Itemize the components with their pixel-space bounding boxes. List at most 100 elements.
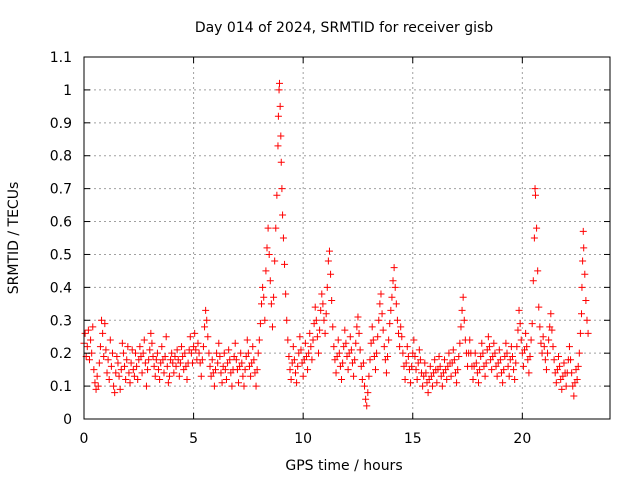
data-point (458, 306, 466, 314)
data-point (256, 320, 264, 328)
data-point (263, 244, 271, 252)
data-point (401, 376, 409, 384)
data-point (171, 352, 179, 360)
data-point (436, 362, 444, 370)
data-point (395, 329, 403, 337)
data-point (215, 339, 223, 347)
data-point (317, 306, 325, 314)
data-point (155, 366, 163, 374)
data-point (573, 376, 581, 384)
data-point (459, 293, 467, 301)
data-point (93, 372, 101, 380)
data-point (259, 283, 267, 291)
x-tick-label: 20 (513, 431, 531, 447)
data-point (347, 346, 355, 354)
data-point (150, 362, 158, 370)
data-point (250, 356, 258, 364)
data-point (96, 343, 104, 351)
data-point (178, 343, 186, 351)
data-point (107, 362, 115, 370)
data-point (274, 112, 282, 120)
data-point (191, 329, 199, 337)
data-point (311, 303, 319, 311)
data-point (313, 333, 321, 341)
data-point (253, 366, 261, 374)
x-tick-label: 0 (80, 431, 89, 447)
x-axis-ticks: 0 5 10 15 20 (80, 57, 531, 447)
data-point (110, 382, 118, 390)
data-point (495, 346, 503, 354)
data-point (335, 349, 343, 357)
data-point (502, 339, 510, 347)
data-point (523, 343, 531, 351)
data-point (583, 316, 591, 324)
data-point (315, 349, 323, 357)
data-point (115, 372, 123, 380)
y-tick-label: 0 (63, 412, 72, 428)
data-point (111, 389, 119, 397)
data-point (457, 323, 465, 331)
data-point (309, 336, 317, 344)
data-point (450, 356, 458, 364)
data-point (278, 185, 286, 193)
data-point (181, 349, 189, 357)
data-point (136, 343, 144, 351)
data-point (152, 356, 160, 364)
data-point (163, 362, 171, 370)
data-point (403, 343, 411, 351)
x-tick-label: 10 (294, 431, 312, 447)
data-point (544, 349, 552, 357)
y-tick-label: 0.5 (50, 247, 72, 263)
data-point (354, 313, 362, 321)
data-point (415, 346, 423, 354)
data-point (424, 389, 432, 397)
data-point (188, 359, 196, 367)
data-point (490, 339, 498, 347)
data-point (220, 349, 228, 357)
data-point (160, 369, 168, 377)
data-point (270, 293, 278, 301)
data-point (255, 336, 263, 344)
data-point (408, 362, 416, 370)
data-point (214, 359, 222, 367)
data-point (208, 356, 216, 364)
data-point (580, 244, 588, 252)
data-point (341, 326, 349, 334)
data-point (175, 372, 183, 380)
data-point (346, 333, 354, 341)
data-point (133, 362, 141, 370)
data-point (307, 343, 315, 351)
data-point (482, 359, 490, 367)
y-tick-label: 0.8 (50, 149, 72, 165)
data-point (453, 379, 461, 387)
data-point (202, 306, 210, 314)
data-point (90, 366, 98, 374)
data-point (147, 329, 155, 337)
data-point (116, 385, 124, 393)
data-point (584, 329, 592, 337)
data-point (505, 372, 513, 380)
data-point (519, 362, 527, 370)
data-point (293, 379, 301, 387)
data-point (531, 185, 539, 193)
data-point (105, 376, 113, 384)
data-point (290, 356, 298, 364)
data-point (201, 323, 209, 331)
data-point (529, 277, 537, 285)
chart-title: Day 014 of 2024, SRMTID for receiver gis… (195, 20, 493, 36)
data-point (441, 356, 449, 364)
data-point (244, 349, 252, 357)
data-point (531, 191, 539, 199)
data-point (83, 343, 91, 351)
data-point (228, 382, 236, 390)
y-tick-label: 0.9 (50, 116, 72, 132)
data-point (238, 359, 246, 367)
data-point (391, 283, 399, 291)
data-point (322, 310, 330, 318)
data-point (281, 260, 289, 268)
x-tick-label: 5 (189, 431, 198, 447)
data-point (392, 300, 400, 308)
data-point (422, 369, 430, 377)
data-point (186, 333, 194, 341)
data-point (374, 333, 382, 341)
